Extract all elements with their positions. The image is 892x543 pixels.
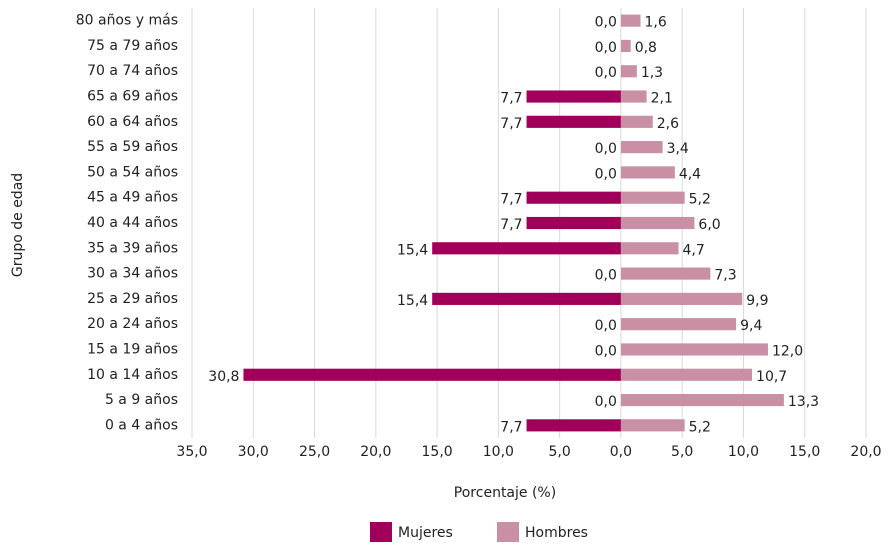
y-tick-label: 30 a 34 años [87,266,178,282]
x-axis-title: Porcentaje (%) [454,485,556,501]
data-label: 1,6 [645,15,667,31]
bar [526,90,621,103]
data-label: 0,0 [595,65,617,81]
y-tick-label: 40 a 44 años [87,215,178,231]
data-label: 5,2 [689,419,711,435]
y-tick-label: 55 a 59 años [87,139,178,155]
y-tick-label: 20 a 24 años [87,316,178,332]
x-tick-label: 15,0 [789,444,820,460]
data-label: 0,0 [595,40,617,56]
y-tick-label: 15 a 19 años [87,341,178,357]
bar [620,343,768,356]
y-tick-label: 50 a 54 años [87,164,178,180]
data-label: 12,0 [772,343,803,359]
data-label: 7,7 [500,192,522,208]
y-tick-label: 0 a 4 años [105,417,178,433]
data-label: 0,0 [595,343,617,359]
bar [432,242,621,255]
bar [620,318,737,331]
bar [526,115,621,128]
bar [620,267,711,280]
x-tick-label: 15,0 [422,444,453,460]
x-tick-label: 30,0 [238,444,269,460]
x-tick-label: 5,0 [671,444,693,460]
data-label: 7,7 [500,419,522,435]
legend-label: Hombres [525,525,588,541]
data-label: 0,0 [595,15,617,31]
bar [526,216,621,230]
data-label: 3,4 [667,141,689,157]
data-label: 2,6 [657,116,679,132]
data-label: 10,7 [756,369,787,385]
data-label: 1,3 [641,65,663,81]
bar [620,65,637,78]
data-label: 7,3 [714,268,736,284]
legend-swatch [497,522,519,542]
bar [620,419,685,432]
data-label: 6,0 [698,217,720,233]
y-tick-label: 10 a 14 años [87,367,178,383]
data-label: 4,4 [679,166,701,182]
y-tick-label: 35 a 39 años [87,240,178,256]
bar [620,368,753,381]
bar [620,393,784,407]
bar [243,368,621,381]
data-label: 0,0 [595,268,617,284]
bar [620,141,663,154]
data-label: 7,7 [500,217,522,233]
legend-label: Mujeres [398,525,453,541]
x-tick-label: 35,0 [176,444,207,460]
bar [620,115,653,128]
data-label: 7,7 [500,91,522,107]
y-axis-title: Grupo de edad [10,173,26,277]
data-label: 9,9 [746,293,768,309]
x-tick-label: 25,0 [299,444,330,460]
bar [620,39,631,53]
x-tick-label: 10,0 [728,444,759,460]
bar [620,292,743,305]
bar [526,191,621,204]
data-label: 0,0 [595,166,617,182]
data-label: 0,8 [635,40,657,56]
data-label: 2,1 [651,91,673,107]
legend-swatch [370,522,392,542]
x-tick-label: 0,0 [610,444,632,460]
bar [526,419,621,432]
x-tick-label: 10,0 [483,444,514,460]
x-tick-label: 20,0 [850,444,881,460]
data-label: 15,4 [397,293,428,309]
bar [620,191,685,204]
y-tick-label: 45 a 49 años [87,190,178,206]
data-label: 0,0 [595,318,617,334]
y-tick-label: 5 a 9 años [105,392,178,408]
bar [620,14,641,27]
data-label: 7,7 [500,116,522,132]
bar [620,90,647,103]
data-label: 0,0 [595,141,617,157]
bar [620,166,675,179]
y-tick-label: 25 a 29 años [87,291,178,307]
y-tick-label: 80 años y más [76,13,178,29]
bar [620,216,695,230]
y-tick-label: 65 a 69 años [87,89,178,105]
data-label: 0,0 [595,394,617,410]
data-label: 9,4 [740,318,762,334]
data-label: 13,3 [788,394,819,410]
x-tick-label: 20,0 [360,444,391,460]
bar [432,292,621,305]
y-tick-label: 60 a 64 años [87,114,178,130]
bar [620,242,679,255]
data-label: 5,2 [689,192,711,208]
y-tick-label: 70 a 74 años [87,63,178,79]
y-tick-label: 75 a 79 años [87,38,178,54]
data-label: 15,4 [397,242,428,258]
data-label: 4,7 [683,242,705,258]
x-tick-label: 5,0 [549,444,571,460]
data-label: 30,8 [208,369,239,385]
